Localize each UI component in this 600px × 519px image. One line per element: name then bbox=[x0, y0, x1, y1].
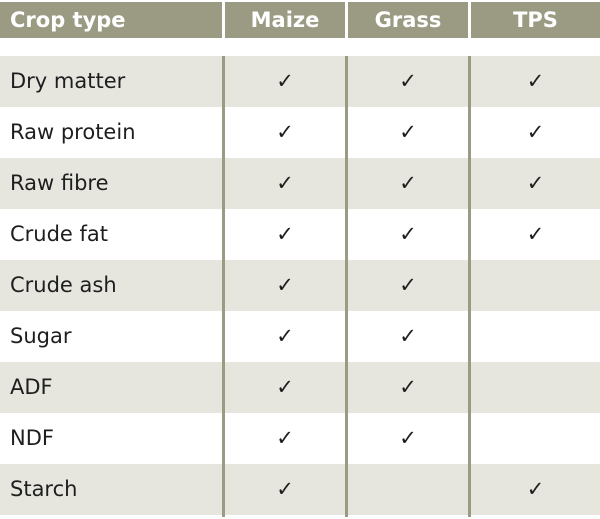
check-mark-tps bbox=[471, 362, 600, 413]
check-mark-maize: ✓ bbox=[276, 69, 294, 93]
row-label: Crude fat bbox=[10, 222, 109, 246]
check-mark-grass: ✓ bbox=[399, 324, 417, 348]
row-label: Crude ash bbox=[10, 273, 117, 297]
check-mark-maize: ✓ bbox=[276, 273, 294, 297]
check-mark-tps bbox=[471, 413, 600, 464]
header-tps: TPS bbox=[471, 2, 600, 38]
row-label: NDF bbox=[10, 426, 54, 450]
row-label: Sugar bbox=[10, 324, 72, 348]
table-row: Raw fibre ✓ ✓ ✓ bbox=[0, 158, 600, 209]
check-mark-maize: ✓ bbox=[276, 120, 294, 144]
check-mark-grass: ✓ bbox=[399, 375, 417, 399]
check-mark-tps: ✓ bbox=[526, 171, 545, 195]
check-mark-maize: ✓ bbox=[276, 171, 294, 195]
table-header: Crop type Maize Grass TPS bbox=[0, 0, 600, 40]
column-divider bbox=[222, 56, 225, 517]
table-row: Raw protein ✓ ✓ ✓ bbox=[0, 107, 600, 158]
check-mark-grass: ✓ bbox=[399, 120, 417, 144]
row-label: Raw protein bbox=[10, 120, 136, 144]
table-row: Crude ash ✓ ✓ bbox=[0, 260, 600, 311]
header-maize: Maize bbox=[225, 2, 345, 38]
check-mark-maize: ✓ bbox=[276, 426, 294, 450]
row-label: Dry matter bbox=[10, 69, 126, 93]
table-row: Sugar ✓ ✓ bbox=[0, 311, 600, 362]
check-mark-grass bbox=[348, 464, 468, 515]
table-row: NDF ✓ ✓ bbox=[0, 413, 600, 464]
header-crop-type: Crop type bbox=[0, 2, 222, 38]
check-mark-tps: ✓ bbox=[526, 69, 545, 93]
check-mark-grass: ✓ bbox=[399, 222, 417, 246]
row-label: Starch bbox=[10, 477, 78, 501]
check-mark-tps: ✓ bbox=[526, 222, 545, 246]
check-mark-tps bbox=[471, 260, 600, 311]
table-row: Crude fat ✓ ✓ ✓ bbox=[0, 209, 600, 260]
check-mark-maize: ✓ bbox=[276, 324, 294, 348]
column-divider bbox=[468, 56, 471, 517]
check-mark-tps bbox=[471, 311, 600, 362]
table-row: Dry matter ✓ ✓ ✓ bbox=[0, 56, 600, 107]
check-mark-grass: ✓ bbox=[399, 171, 417, 195]
check-mark-maize: ✓ bbox=[276, 222, 294, 246]
row-label: Raw fibre bbox=[10, 171, 109, 195]
row-label: ADF bbox=[10, 375, 53, 399]
column-divider bbox=[345, 56, 348, 517]
check-mark-grass: ✓ bbox=[399, 273, 417, 297]
check-mark-maize: ✓ bbox=[276, 375, 294, 399]
check-mark-tps: ✓ bbox=[526, 120, 545, 144]
check-mark-grass: ✓ bbox=[399, 426, 417, 450]
check-mark-grass: ✓ bbox=[399, 69, 417, 93]
table-row: ADF ✓ ✓ bbox=[0, 362, 600, 413]
check-mark-maize: ✓ bbox=[276, 477, 294, 501]
table-row: Starch ✓ ✓ bbox=[0, 464, 600, 515]
table-body: Dry matter ✓ ✓ ✓ Raw protein ✓ ✓ ✓ Raw f… bbox=[0, 56, 600, 515]
header-grass: Grass bbox=[348, 2, 468, 38]
check-mark-tps: ✓ bbox=[526, 477, 545, 501]
